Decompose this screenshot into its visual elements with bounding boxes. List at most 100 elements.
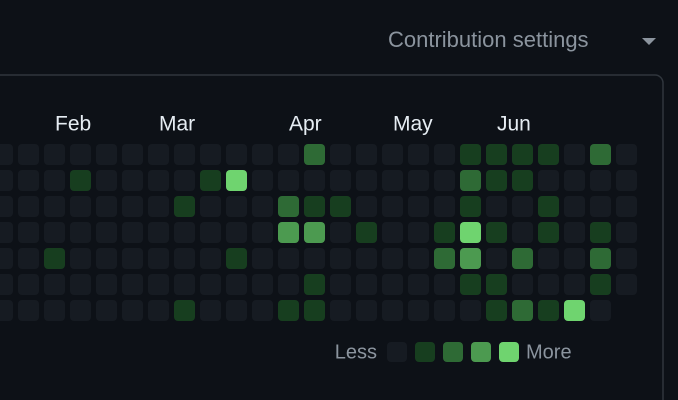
contribution-cell bbox=[18, 300, 39, 321]
contribution-cell bbox=[356, 196, 377, 217]
contribution-cell bbox=[226, 170, 247, 191]
contribution-cell bbox=[122, 196, 143, 217]
contribution-cell bbox=[590, 274, 611, 295]
contribution-cell bbox=[200, 274, 221, 295]
contribution-cell bbox=[564, 248, 585, 269]
contribution-cell bbox=[0, 274, 13, 295]
contribution-cell bbox=[252, 144, 273, 165]
contribution-cell bbox=[538, 248, 559, 269]
settings-button[interactable]: Contribution settings bbox=[388, 27, 589, 52]
contribution-cell bbox=[434, 196, 455, 217]
caret-icon[interactable] bbox=[642, 38, 656, 45]
contribution-cell bbox=[486, 300, 507, 321]
contribution-cell bbox=[356, 274, 377, 295]
contribution-cell bbox=[278, 248, 299, 269]
contribution-cell bbox=[564, 196, 585, 217]
contribution-cell bbox=[200, 170, 221, 191]
contribution-cell bbox=[330, 274, 351, 295]
contribution-cell bbox=[148, 274, 169, 295]
contribution-cell bbox=[70, 170, 91, 191]
contribution-cell bbox=[590, 248, 611, 269]
contribution-cell bbox=[460, 170, 481, 191]
contribution-cell bbox=[486, 196, 507, 217]
contribution-cell bbox=[616, 248, 637, 269]
contribution-cell bbox=[278, 300, 299, 321]
contribution-cell bbox=[538, 274, 559, 295]
contribution-grid bbox=[0, 144, 637, 321]
contribution-cell bbox=[460, 300, 481, 321]
contribution-cell bbox=[460, 248, 481, 269]
contribution-cell bbox=[96, 222, 117, 243]
contribution-cell bbox=[44, 196, 65, 217]
contribution-cell bbox=[44, 274, 65, 295]
contribution-cell bbox=[538, 170, 559, 191]
contribution-cell bbox=[590, 300, 611, 321]
contribution-cell bbox=[486, 222, 507, 243]
contribution-cell bbox=[408, 248, 429, 269]
contribution-cell bbox=[330, 248, 351, 269]
contribution-cell bbox=[70, 144, 91, 165]
legend-swatch bbox=[471, 342, 491, 362]
contribution-cell bbox=[512, 196, 533, 217]
contribution-cell bbox=[616, 274, 637, 295]
contribution-cell bbox=[70, 222, 91, 243]
contribution-cell bbox=[460, 144, 481, 165]
contribution-cell bbox=[44, 222, 65, 243]
contribution-cell bbox=[590, 170, 611, 191]
contribution-cell bbox=[564, 170, 585, 191]
contribution-cell bbox=[434, 170, 455, 191]
contribution-cell bbox=[616, 144, 637, 165]
month-label: Apr bbox=[289, 113, 322, 136]
contribution-cell bbox=[70, 248, 91, 269]
month-label: Jun bbox=[497, 113, 531, 136]
contribution-cell bbox=[330, 222, 351, 243]
contribution-cell bbox=[148, 196, 169, 217]
contribution-cell bbox=[18, 170, 39, 191]
contribution-cell bbox=[408, 222, 429, 243]
contribution-cell bbox=[278, 144, 299, 165]
contribution-cell bbox=[382, 274, 403, 295]
contribution-cell bbox=[356, 222, 377, 243]
contribution-cell bbox=[278, 222, 299, 243]
contribution-cell bbox=[0, 144, 13, 165]
contribution-cell bbox=[174, 274, 195, 295]
contribution-cell bbox=[330, 196, 351, 217]
contribution-cell bbox=[330, 170, 351, 191]
contribution-cell bbox=[96, 300, 117, 321]
contribution-cell bbox=[382, 170, 403, 191]
contribution-cell bbox=[564, 274, 585, 295]
contribution-cell bbox=[200, 248, 221, 269]
contribution-cell bbox=[408, 300, 429, 321]
contribution-cell bbox=[174, 222, 195, 243]
contribution-cell bbox=[538, 300, 559, 321]
contribution-cell bbox=[226, 300, 247, 321]
contribution-cell bbox=[434, 222, 455, 243]
contribution-cell bbox=[174, 144, 195, 165]
contribution-cell bbox=[356, 170, 377, 191]
contribution-cell bbox=[564, 222, 585, 243]
contribution-cell bbox=[148, 248, 169, 269]
legend-swatch bbox=[387, 342, 407, 362]
contribution-cell bbox=[226, 144, 247, 165]
contribution-cell bbox=[590, 222, 611, 243]
contribution-cell bbox=[96, 144, 117, 165]
contribution-cell bbox=[590, 196, 611, 217]
contribution-cell bbox=[0, 248, 13, 269]
contribution-cell bbox=[96, 170, 117, 191]
contribution-cell bbox=[44, 248, 65, 269]
contribution-cell bbox=[278, 196, 299, 217]
contribution-cell bbox=[278, 170, 299, 191]
contribution-cell bbox=[304, 196, 325, 217]
contribution-cell bbox=[18, 274, 39, 295]
contribution-cell bbox=[434, 144, 455, 165]
contribution-cell bbox=[122, 248, 143, 269]
month-label: Feb bbox=[55, 113, 91, 136]
contribution-cell bbox=[148, 222, 169, 243]
contribution-cell bbox=[330, 300, 351, 321]
contribution-cell bbox=[200, 144, 221, 165]
contribution-cell bbox=[18, 222, 39, 243]
contribution-cell bbox=[590, 144, 611, 165]
contribution-cell bbox=[252, 170, 273, 191]
contribution-cell bbox=[408, 170, 429, 191]
